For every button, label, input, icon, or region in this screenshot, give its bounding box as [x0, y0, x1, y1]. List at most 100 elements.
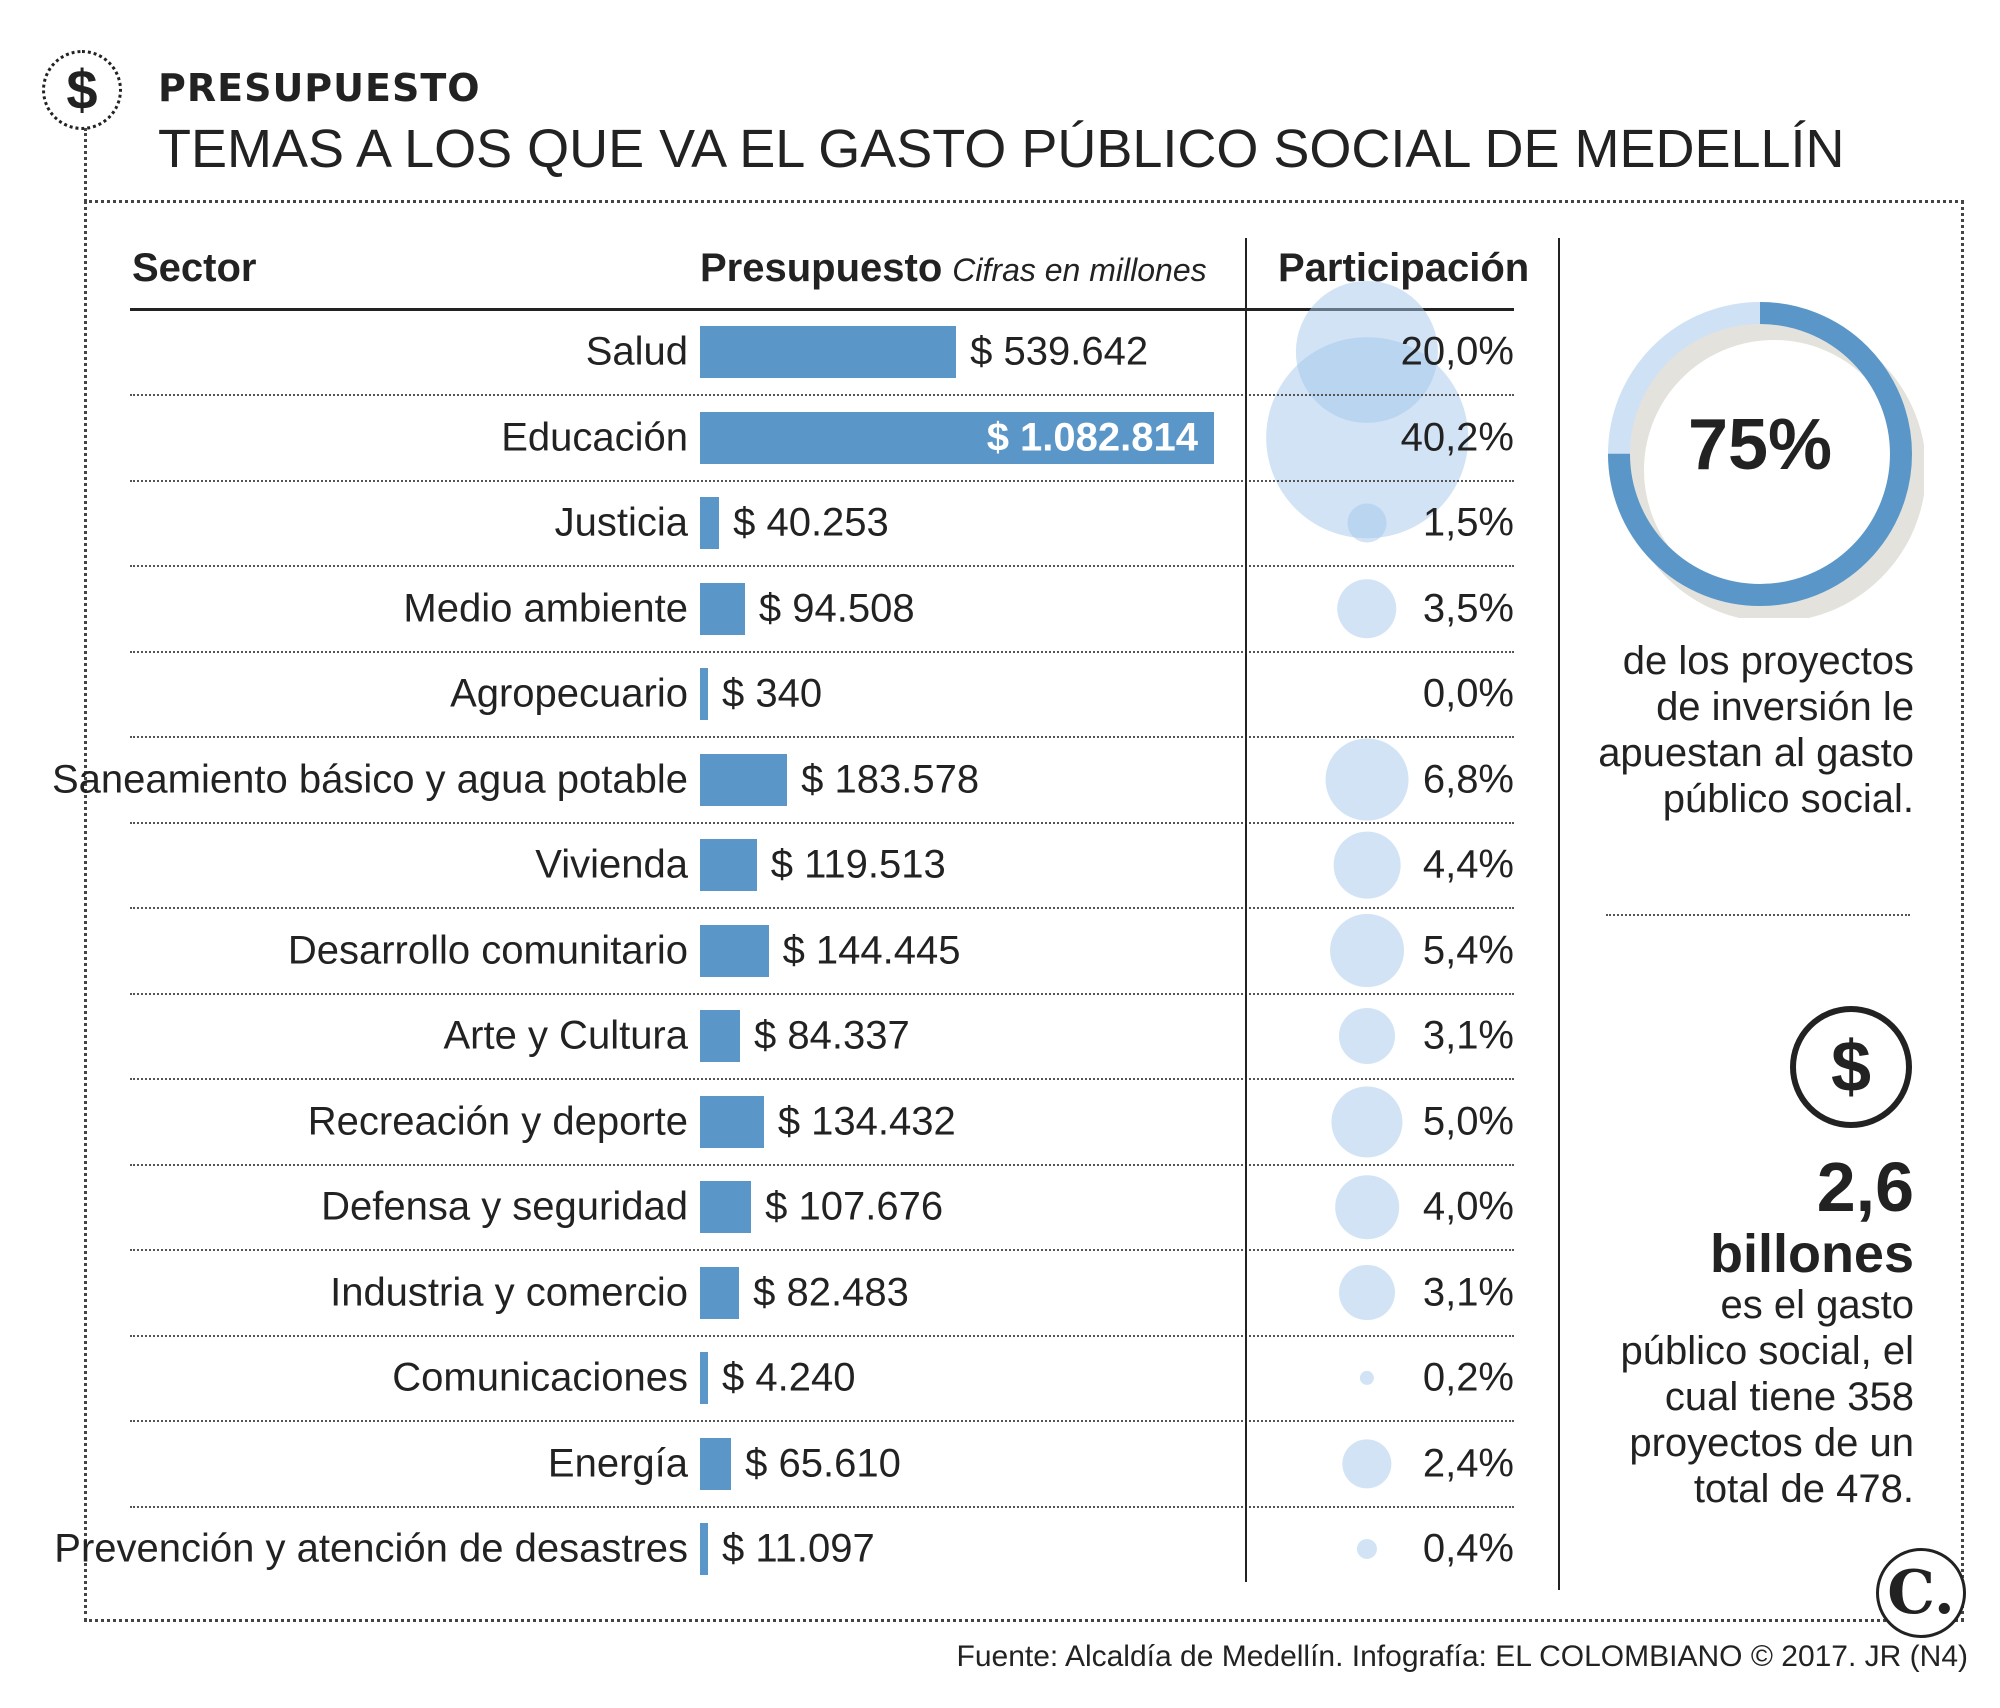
sector-label: Industria y comercio	[330, 1270, 688, 1314]
share-label: 3,1%	[1422, 1013, 1514, 1058]
budget-bar	[700, 753, 788, 806]
sector-label: Medio ambiente	[403, 586, 688, 630]
el-colombiano-logo: C.	[1876, 1548, 1966, 1638]
logo-symbol: $	[66, 58, 98, 121]
share-bubble	[1325, 738, 1409, 821]
donut-caption-line: apuestan al gasto	[1598, 731, 1914, 775]
sector-label: Justicia	[554, 500, 688, 545]
dollar-icon: $	[1790, 1006, 1912, 1128]
budget-value-label: $ 82.483	[753, 1270, 909, 1314]
share-label: 2,4%	[1422, 1441, 1514, 1485]
sector-label: Vivienda	[535, 842, 688, 887]
sector-label: Energía	[547, 1441, 688, 1485]
budget-value-label: $ 340	[722, 671, 823, 716]
budget-bar	[700, 1352, 708, 1404]
budget-value-label: $ 183.578	[801, 757, 980, 801]
donut-caption-line: de los proyectos	[1622, 639, 1914, 683]
sector-label: Salud	[585, 329, 688, 374]
row-separator	[130, 650, 1514, 653]
total-caption-line: proyectos de un	[1629, 1421, 1914, 1465]
donut-caption: de los proyectos de inversión le apuesta…	[1580, 638, 1914, 822]
budget-bar	[700, 326, 957, 378]
budget-value-label: $ 134.432	[777, 1099, 956, 1143]
row-separator	[130, 1163, 1514, 1166]
share-label: 0,4%	[1422, 1526, 1514, 1571]
sector-label: Agropecuario	[450, 671, 688, 716]
budget-value-label: $ 11.097	[722, 1526, 875, 1571]
share-bubble	[1337, 578, 1397, 639]
share-bubble	[1342, 1438, 1392, 1489]
sector-label: Saneamiento básico y agua potable	[51, 757, 688, 801]
share-label: 3,5%	[1422, 586, 1514, 630]
budget-value-label: $ 65.610	[745, 1441, 901, 1485]
share-bubble	[1339, 1264, 1395, 1321]
donut-caption-line: público social.	[1662, 777, 1914, 821]
share-bubble	[1330, 913, 1404, 988]
donut-shadow	[1622, 318, 1924, 618]
column-header-budget-note: Cifras en millones	[952, 252, 1207, 288]
budget-bar	[700, 582, 745, 635]
share-label: 5,4%	[1422, 928, 1514, 972]
column-header-budget: Presupuesto Cifras en millones	[700, 246, 1207, 291]
sector-label: Desarrollo comunitario	[287, 928, 688, 972]
total-caption-line: cual tiene 358	[1664, 1375, 1914, 1419]
row-separator	[130, 736, 1514, 738]
row-separator	[130, 907, 1514, 909]
share-bubble	[1331, 1085, 1403, 1158]
donut-percentage: 75%	[1687, 405, 1833, 485]
total-unit: billones	[1709, 1224, 1914, 1284]
share-label: 40,2%	[1400, 415, 1514, 459]
donut-caption-line: de inversión le	[1656, 685, 1914, 729]
row-separator	[130, 821, 1514, 824]
budget-value-label: $ 84.337	[754, 1013, 910, 1058]
budget-value-label: $ 94.508	[758, 586, 915, 630]
share-bubble	[1347, 503, 1387, 543]
budget-value-label: $ 1.082.814	[986, 415, 1198, 459]
brand-mark: C.	[1887, 1558, 1955, 1628]
share-bubble	[1335, 1175, 1399, 1239]
total-caption: es el gasto público social, el cual tien…	[1580, 1282, 1915, 1512]
row-separator	[130, 394, 1514, 396]
sidebar-separator	[1606, 914, 1910, 916]
sector-label: Defensa y seguridad	[321, 1184, 688, 1229]
budget-bar	[700, 839, 757, 891]
row-separator	[130, 1334, 1514, 1337]
budget-bar	[700, 1181, 752, 1233]
share-bubble	[1359, 1370, 1375, 1386]
budget-bar	[700, 411, 1214, 464]
budget-bar	[700, 1437, 732, 1490]
budget-bar	[700, 1523, 708, 1575]
budget-value-label: $ 119.513	[770, 842, 946, 887]
budget-bar	[700, 1095, 764, 1148]
sector-label: Recreación y deporte	[307, 1099, 688, 1143]
budget-value-label: $ 40.253	[733, 500, 889, 545]
dollar-logo-icon: $	[42, 50, 122, 130]
total-amount: 2,6	[1816, 1148, 1914, 1226]
budget-bar	[700, 668, 708, 720]
total-caption-line: es el gasto	[1720, 1283, 1914, 1327]
column-header-budget-label: Presupuesto	[700, 246, 943, 290]
budget-value-label: $ 144.445	[782, 928, 961, 972]
share-label: 0,2%	[1422, 1355, 1514, 1400]
share-bubble	[1356, 1538, 1378, 1560]
share-label: 4,4%	[1422, 842, 1514, 887]
row-separator	[130, 1505, 1514, 1508]
budget-bar	[700, 1010, 741, 1062]
share-column-divider	[1245, 238, 1247, 1582]
share-label: 6,8%	[1422, 757, 1514, 801]
share-label: 20,0%	[1400, 329, 1514, 374]
sector-label: Comunicaciones	[392, 1355, 688, 1400]
row-separator	[130, 1249, 1514, 1251]
row-separator	[130, 992, 1514, 995]
sector-label: Arte y Cultura	[443, 1013, 688, 1058]
share-label: 0,0%	[1422, 671, 1514, 716]
budget-value-label: $ 4.240	[722, 1355, 856, 1400]
budget-value-label: $ 539.642	[970, 329, 1149, 374]
donut-chart	[1608, 302, 1924, 618]
sidebar-divider	[1558, 238, 1560, 1590]
sector-label: Educación	[501, 415, 688, 459]
share-label: 5,0%	[1422, 1099, 1514, 1143]
frame-connector	[84, 128, 87, 202]
share-label: 3,1%	[1422, 1270, 1514, 1314]
budget-bar	[700, 497, 720, 549]
